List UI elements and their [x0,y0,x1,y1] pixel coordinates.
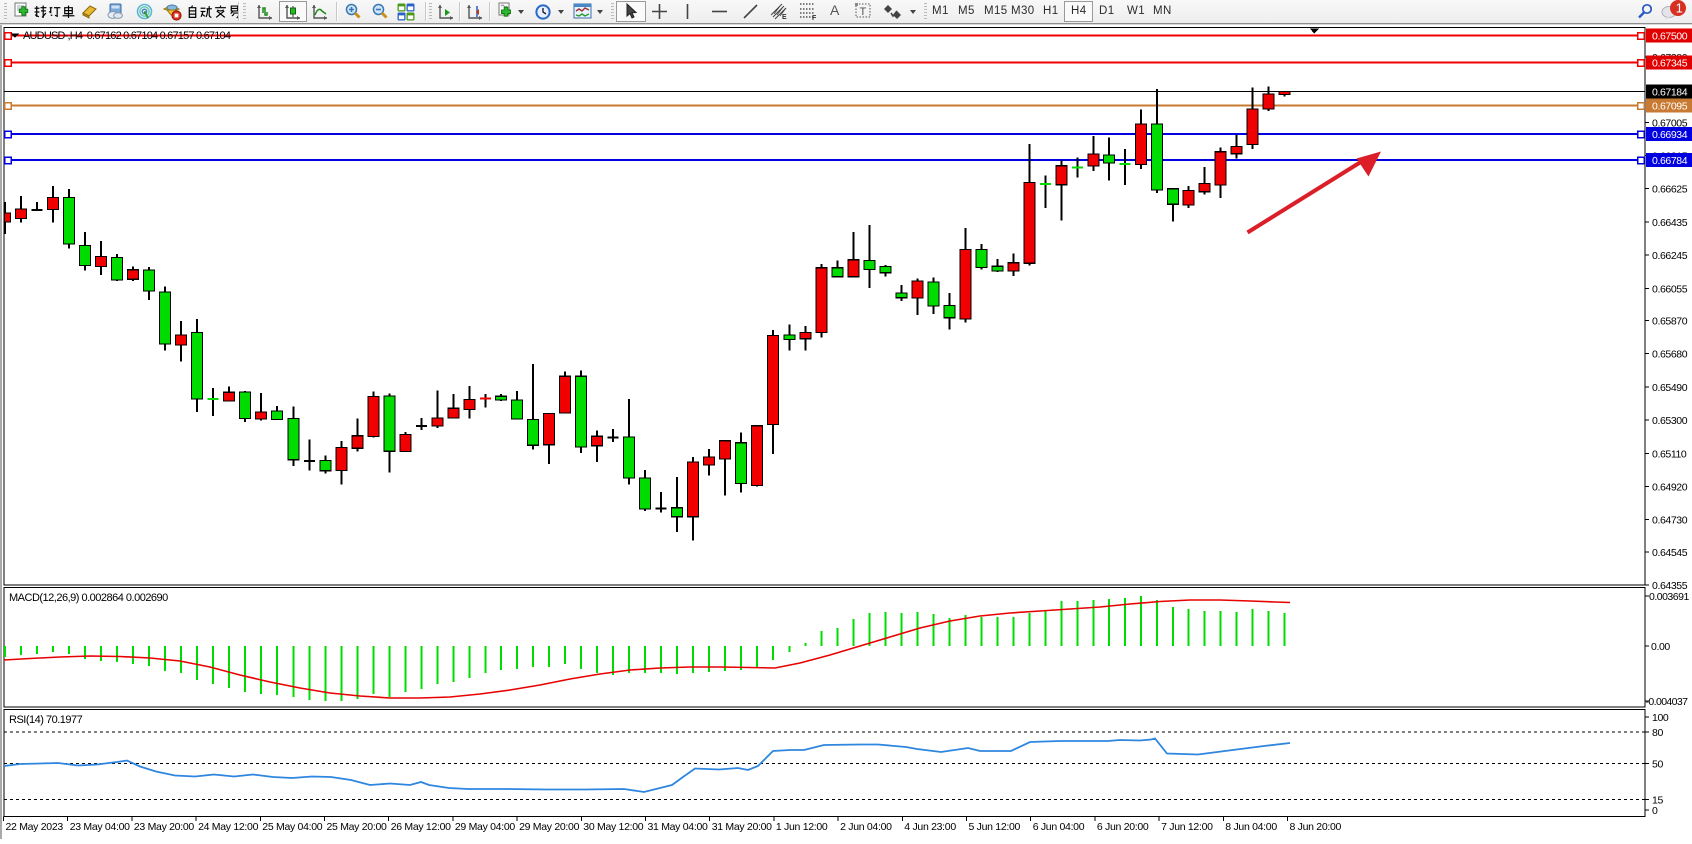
svg-text:A: A [830,2,840,18]
svg-text:0.64355: 0.64355 [1652,580,1688,592]
svg-text:0.65110: 0.65110 [1652,448,1687,460]
svg-text:50: 50 [1652,759,1663,771]
svg-text:0.65300: 0.65300 [1652,415,1688,427]
svg-text:0.66245: 0.66245 [1652,250,1688,262]
svg-text:RSI(14) 70.1977: RSI(14) 70.1977 [9,714,83,726]
svg-text:0.003691: 0.003691 [1649,591,1689,603]
svg-text:6 Jun 20:00: 6 Jun 20:00 [1097,821,1149,833]
svg-text:0.65870: 0.65870 [1652,316,1688,328]
svg-text:26 May 12:00: 26 May 12:00 [391,821,451,833]
svg-text:0.67184: 0.67184 [1652,86,1688,98]
svg-text:0.67345: 0.67345 [1652,58,1688,70]
svg-text:80: 80 [1652,727,1663,739]
svg-text:5 Jun 12:00: 5 Jun 12:00 [969,821,1021,833]
svg-text:0.00: 0.00 [1651,641,1670,653]
svg-text:2 Jun 04:00: 2 Jun 04:00 [840,821,892,833]
svg-text:23 May 20:00: 23 May 20:00 [134,821,194,833]
svg-text:22 May 2023: 22 May 2023 [6,821,64,833]
svg-text:0: 0 [1652,805,1658,817]
svg-text:0.66625: 0.66625 [1652,184,1688,196]
svg-text:15: 15 [1652,795,1663,807]
svg-text:31 May 04:00: 31 May 04:00 [648,821,708,833]
svg-text:AUDUSD-,H4 0.67162 0.67104 0.: AUDUSD-,H4 0.67162 0.67104 0.67157 0.671… [23,30,231,42]
svg-text:31 May 20:00: 31 May 20:00 [712,821,772,833]
svg-text:24 May 12:00: 24 May 12:00 [198,821,258,833]
svg-text:T: T [860,6,867,18]
svg-text:30 May 12:00: 30 May 12:00 [583,821,643,833]
svg-text:4 Jun 23:00: 4 Jun 23:00 [904,821,956,833]
svg-text:0.66055: 0.66055 [1652,283,1688,295]
svg-text:0.67095: 0.67095 [1652,101,1688,113]
svg-text:23 May 04:00: 23 May 04:00 [70,821,130,833]
svg-text:25 May 04:00: 25 May 04:00 [262,821,322,833]
svg-text:F: F [812,15,817,21]
svg-text:-0.004037: -0.004037 [1646,696,1689,708]
svg-text:0.64920: 0.64920 [1652,482,1688,494]
svg-text:1: 1 [1676,1,1683,16]
svg-text:0.64545: 0.64545 [1652,547,1688,559]
svg-text:0.66934: 0.66934 [1652,129,1688,141]
svg-text:29 May 20:00: 29 May 20:00 [519,821,579,833]
svg-text:0.66784: 0.66784 [1652,155,1688,167]
svg-text:1 Jun 12:00: 1 Jun 12:00 [776,821,828,833]
svg-text:29 May 04:00: 29 May 04:00 [455,821,515,833]
svg-text:0.64730: 0.64730 [1652,515,1688,527]
svg-text:8 Jun 20:00: 8 Jun 20:00 [1290,821,1342,833]
svg-text:0.65680: 0.65680 [1652,349,1688,361]
svg-text:0.67005: 0.67005 [1652,117,1688,129]
svg-text:6 Jun 04:00: 6 Jun 04:00 [1033,821,1085,833]
svg-text:0.65490: 0.65490 [1652,382,1688,394]
svg-text:MACD(12,26,9) 0.002864 0.00269: MACD(12,26,9) 0.002864 0.002690 [9,592,168,604]
svg-text:8 Jun 04:00: 8 Jun 04:00 [1225,821,1277,833]
svg-text:7 Jun 12:00: 7 Jun 12:00 [1161,821,1213,833]
svg-text:100: 100 [1652,712,1669,724]
svg-text:25 May 20:00: 25 May 20:00 [327,821,387,833]
svg-text:0.66435: 0.66435 [1652,217,1688,229]
svg-text:E: E [782,14,787,21]
svg-text:0.67500: 0.67500 [1652,31,1688,43]
